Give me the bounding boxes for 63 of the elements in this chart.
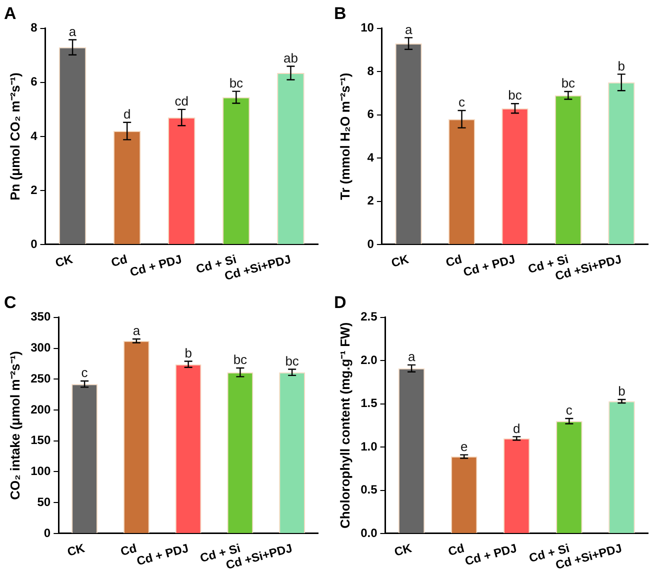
annotation: c — [566, 402, 573, 418]
annotation: ab — [283, 50, 298, 66]
y-tick-label: 300 — [30, 340, 51, 355]
chart-title: A — [4, 4, 16, 23]
y-tick-label: 4 — [367, 150, 374, 164]
y-axis-title: Pn (μmol CO₂ m⁻²s⁻¹) — [7, 72, 22, 200]
chart-title: D — [334, 292, 346, 312]
chart-title: B — [334, 4, 346, 23]
annotation: d — [123, 106, 131, 122]
x-tick-label: CK — [390, 252, 410, 270]
x-tick-label: CK — [66, 540, 87, 560]
y-tick-label: 0 — [44, 526, 51, 540]
y-axis-title: Cholorophyll content (mg.g⁻¹ FW) — [337, 322, 352, 529]
y-tick-label: 350 — [30, 310, 51, 324]
y-tick-label: 6 — [30, 74, 38, 89]
x-tick-label: CK — [54, 252, 74, 270]
y-tick-label: 4 — [30, 128, 38, 143]
annotation: b — [618, 58, 626, 74]
annotation: bc — [508, 88, 522, 103]
y-axis-title: Tr (mmol H₂O m⁻²s⁻¹) — [337, 72, 352, 200]
y-tick-label: 100 — [30, 464, 51, 478]
chart-title: C — [4, 292, 16, 312]
annotation: e — [460, 438, 468, 454]
annotation: a — [132, 323, 141, 338]
annotation: a — [404, 22, 413, 37]
y-tick-label: 0.0 — [360, 526, 378, 540]
annotation: c — [458, 94, 466, 110]
annotation: c — [81, 365, 88, 380]
annotation: d — [513, 420, 520, 436]
y-tick-label: 6 — [367, 107, 374, 122]
y-tick-label: 1.5 — [360, 396, 378, 410]
x-tick-label: Cd + PDJ — [462, 252, 517, 280]
annotation: bc — [229, 75, 244, 90]
annotation: a — [408, 349, 416, 364]
y-tick-label: 1.0 — [360, 439, 378, 454]
y-tick-label: 250 — [30, 371, 51, 386]
y-tick-label: 0.5 — [360, 482, 378, 497]
y-axis-title: CO₂ intake (μmol m⁻²s⁻¹) — [7, 351, 22, 500]
annotation: b — [618, 384, 626, 399]
y-tick-label: 8 — [30, 20, 38, 35]
y-tick-label: 8 — [367, 64, 374, 78]
y-tick-label: 0 — [30, 236, 38, 251]
y-tick-label: 2 — [30, 182, 38, 197]
x-tick-label: Cd + PDJ — [463, 541, 518, 568]
y-tick-label: 150 — [30, 433, 51, 448]
x-tick-label: CK — [392, 540, 414, 560]
y-tick-label: 10 — [360, 20, 374, 35]
y-tick-label: 200 — [30, 402, 51, 416]
annotation: cd — [174, 94, 189, 109]
annotation: bc — [233, 352, 248, 368]
x-tick-label: Cd — [110, 252, 129, 270]
y-tick-label: 0 — [367, 236, 374, 251]
y-tick-label: 50 — [37, 494, 51, 509]
x-tick-label: Cd + PDJ — [128, 252, 184, 280]
y-tick-label: 2.0 — [360, 352, 378, 367]
annotation: bc — [285, 353, 300, 368]
annotation: b — [184, 345, 192, 360]
y-tick-label: 2 — [367, 194, 374, 208]
x-tick-label: Cd — [446, 541, 466, 559]
annotation: a — [68, 24, 77, 39]
x-tick-label: Cd — [444, 252, 464, 270]
y-tick-label: 2.5 — [360, 310, 378, 324]
annotation: bc — [561, 76, 576, 91]
